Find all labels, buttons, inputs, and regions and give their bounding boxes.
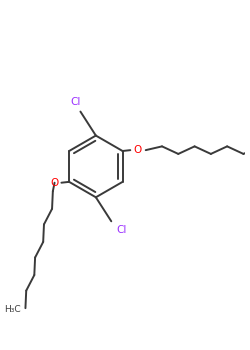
Text: Cl: Cl [70, 97, 80, 107]
Text: Cl: Cl [116, 225, 127, 235]
Text: H₃C: H₃C [4, 306, 20, 314]
Text: O: O [133, 145, 141, 155]
Text: O: O [50, 178, 59, 188]
